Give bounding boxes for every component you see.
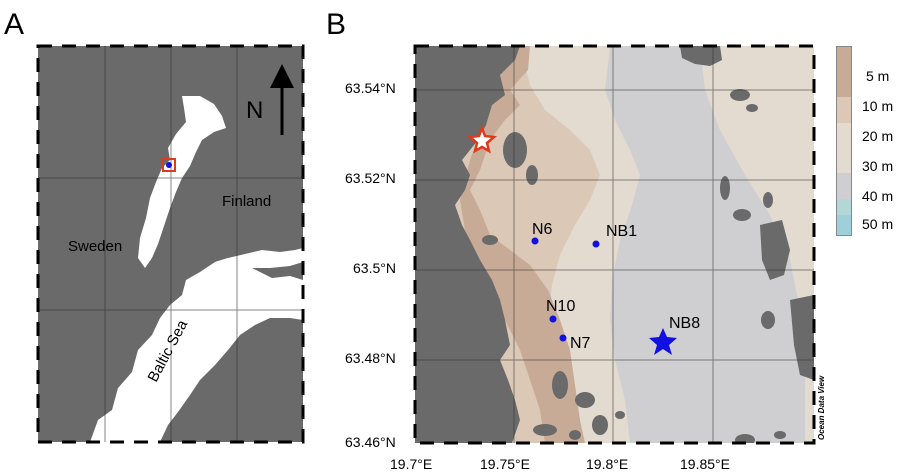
legend-swatch-20m bbox=[837, 123, 851, 173]
north-arrow-icon bbox=[270, 64, 294, 135]
panel-a-letter: A bbox=[4, 8, 25, 41]
lon-tick-4: 19.85°E bbox=[680, 456, 730, 472]
depth-legend bbox=[836, 46, 852, 236]
lon-tick-3: 19.8°E bbox=[586, 456, 629, 472]
legend-label-5m: 5 m bbox=[866, 68, 890, 84]
legend-label-20m: 20 m bbox=[862, 128, 894, 144]
legend-swatch-5m bbox=[837, 47, 851, 97]
legend-label-40m: 40 m bbox=[862, 188, 894, 204]
legend-label-30m: 30 m bbox=[862, 158, 894, 174]
station-nb8-star-icon bbox=[649, 328, 677, 355]
legend-swatch-40m bbox=[837, 199, 851, 215]
odv-credit: Ocean Data View bbox=[817, 375, 826, 440]
lat-tick-3: 63.5°N bbox=[353, 260, 396, 276]
depth-zone-5m bbox=[460, 46, 585, 443]
detail-grid bbox=[415, 46, 814, 443]
station-n7-label: N7 bbox=[570, 335, 591, 352]
study-area-dot bbox=[166, 162, 172, 168]
detail-frame bbox=[413, 44, 816, 445]
station-nb1-marker bbox=[592, 240, 600, 248]
land-west bbox=[415, 46, 520, 443]
lon-tick-2: 19.75°E bbox=[480, 456, 530, 472]
panel-b-letter: B bbox=[326, 8, 347, 41]
legend-swatch-30m bbox=[837, 173, 851, 199]
overview-gulf bbox=[138, 96, 226, 268]
station-n7-marker bbox=[559, 334, 567, 342]
islands bbox=[482, 89, 814, 443]
lon-tick-1: 19.7°E bbox=[390, 456, 433, 472]
north-label: N bbox=[246, 97, 263, 124]
study-area-box bbox=[162, 158, 176, 172]
overview-frame bbox=[36, 44, 305, 444]
lat-tick-4: 63.48°N bbox=[345, 350, 396, 366]
lat-tick-5: 63.46°N bbox=[345, 434, 396, 450]
label-finland: Finland bbox=[222, 193, 271, 210]
legend-swatch-10m bbox=[837, 97, 851, 123]
station-nb1-label: NB1 bbox=[606, 223, 637, 240]
lat-tick-1: 63.54°N bbox=[345, 80, 396, 96]
station-n10-label: N10 bbox=[546, 298, 575, 315]
station-n6-label: N6 bbox=[532, 221, 553, 238]
land-northeast bbox=[680, 46, 722, 66]
station-nb8-label: NB8 bbox=[669, 315, 700, 332]
legend-label-10m: 10 m bbox=[862, 98, 894, 114]
legend-label-50m: 50 m bbox=[862, 216, 894, 232]
river-mouth-star-icon bbox=[467, 124, 497, 154]
station-n10-marker bbox=[549, 315, 557, 323]
depth-zone-30m bbox=[605, 46, 805, 443]
lat-tick-2: 63.52°N bbox=[345, 170, 396, 186]
station-n6-marker bbox=[531, 237, 539, 245]
legend-swatch-50m bbox=[837, 215, 851, 235]
label-sweden: Sweden bbox=[68, 238, 122, 255]
overview-grid bbox=[38, 46, 303, 442]
